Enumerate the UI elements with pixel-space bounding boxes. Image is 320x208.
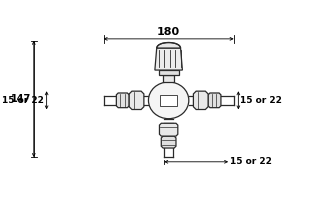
Polygon shape <box>193 91 208 109</box>
Bar <box>160 95 177 106</box>
Bar <box>158 70 179 75</box>
Polygon shape <box>157 43 180 48</box>
Ellipse shape <box>148 82 189 119</box>
Text: 147: 147 <box>11 94 31 104</box>
Polygon shape <box>208 93 221 108</box>
Polygon shape <box>159 123 178 136</box>
Polygon shape <box>155 48 182 70</box>
Bar <box>163 75 174 82</box>
Text: 180: 180 <box>157 27 180 37</box>
Polygon shape <box>161 136 176 148</box>
Polygon shape <box>129 91 144 109</box>
Polygon shape <box>116 93 129 108</box>
Text: 15 or 22: 15 or 22 <box>230 157 272 166</box>
Text: 15 or 22: 15 or 22 <box>2 96 44 105</box>
Text: 15 or 22: 15 or 22 <box>240 96 282 105</box>
